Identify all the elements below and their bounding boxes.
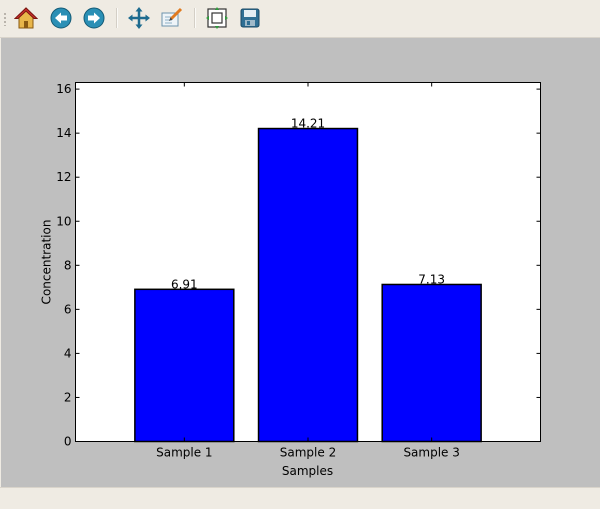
subplots-icon[interactable] — [205, 6, 229, 30]
bar-chart: 0 2 4 6 8 10 12 14 16 Sample 1 Sample 2 Sample 3 6… — [40, 82, 541, 478]
status-bar — [0, 487, 600, 509]
toolbar-grip[interactable] — [3, 12, 7, 26]
y-tick-label: 12 — [56, 170, 71, 184]
zoom-icon[interactable] — [160, 6, 184, 30]
bar — [257, 127, 359, 443]
y-tick-label: 2 — [64, 390, 72, 404]
back-icon[interactable] — [49, 6, 73, 30]
save-icon[interactable] — [238, 6, 262, 30]
x-axis-label: Samples — [282, 464, 333, 478]
figure-canvas[interactable]: 0 2 4 6 8 10 12 14 16 Sample 1 Sample 2 Sample 3 6… — [1, 38, 600, 487]
x-tick-label: Sample 2 — [280, 446, 336, 460]
toolbar — [0, 0, 600, 38]
bar — [134, 288, 235, 443]
y-tick-label: 6 — [64, 302, 72, 316]
y-tick-label: 16 — [56, 82, 71, 96]
y-tick-label: 8 — [64, 258, 72, 272]
y-axis-label: Concentration — [40, 220, 54, 305]
x-tick-label: Sample 3 — [403, 446, 459, 460]
y-tick-label: 14 — [56, 126, 71, 140]
bar-value-label: 6.91 — [171, 277, 198, 291]
bar-value-label: 14.21 — [291, 117, 325, 131]
toolbar-separator — [116, 8, 118, 28]
bar — [381, 283, 482, 443]
y-tick-label: 10 — [56, 214, 71, 228]
pan-icon[interactable] — [127, 6, 151, 30]
x-tick-label: Sample 1 — [156, 446, 212, 460]
axes-frame — [75, 82, 541, 442]
y-tick-label: 4 — [64, 346, 72, 360]
bar-value-label: 7.13 — [418, 272, 445, 286]
toolbar-separator — [194, 8, 196, 28]
forward-icon[interactable] — [82, 6, 106, 30]
y-tick-label: 0 — [64, 435, 72, 449]
home-icon[interactable] — [14, 6, 38, 30]
